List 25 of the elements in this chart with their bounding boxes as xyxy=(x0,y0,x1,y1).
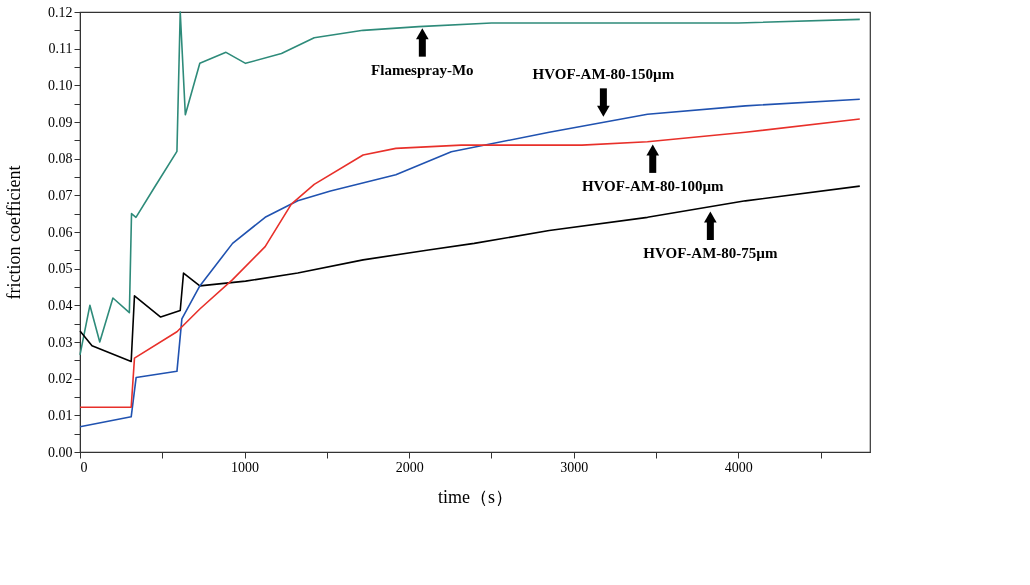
y-tick-label: 0.08 xyxy=(48,151,73,167)
annotation: HVOF-AM-80-75µm xyxy=(643,245,778,261)
y-axis-title: friction coefficient xyxy=(4,165,24,300)
y-tick-label: 0.03 xyxy=(48,334,73,350)
y-tick-label: 0.06 xyxy=(48,224,73,240)
y-tick-label: 0.11 xyxy=(48,41,73,57)
line-series xyxy=(79,11,861,356)
y-tick-label: 0.00 xyxy=(48,444,73,460)
y-tick-label: 0.12 xyxy=(48,4,73,20)
x-tick-label: 0 xyxy=(80,459,88,475)
y-tick-label: 0.02 xyxy=(48,371,73,387)
annotation: Flamespray-Mo xyxy=(371,61,474,78)
y-tick-label: 0.09 xyxy=(48,114,73,130)
x-tick-label: 4000 xyxy=(724,459,753,475)
y-tick-label: 0.05 xyxy=(48,261,73,277)
x-tick-label: 1000 xyxy=(231,459,260,475)
x-axis-title: time（s） xyxy=(438,486,513,507)
y-tick-label: 0.07 xyxy=(48,187,73,203)
annotation: HVOF-AM-80-100µm xyxy=(581,177,725,194)
x-tick-label: 3000 xyxy=(560,459,589,475)
y-tick-label: 0.04 xyxy=(48,297,73,313)
annotation: HVOF-AM-80-150µm xyxy=(532,66,675,83)
y-tick-label: 0.01 xyxy=(48,407,73,423)
x-tick-label: 2000 xyxy=(395,459,424,475)
y-tick-label: 0.10 xyxy=(48,77,73,93)
